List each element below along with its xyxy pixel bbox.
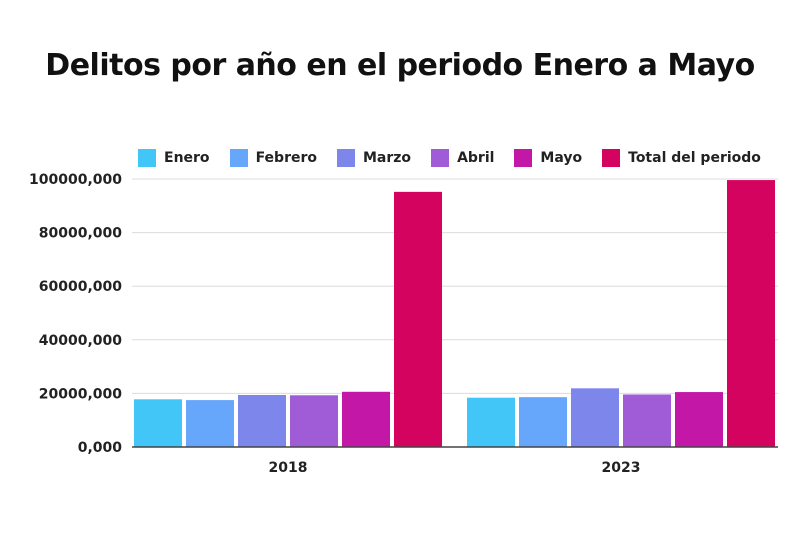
y-tick-label: 0,000 xyxy=(78,440,123,456)
bar-mayo-2018 xyxy=(342,391,390,447)
legend-swatch xyxy=(602,149,621,167)
legend-label: Abril xyxy=(457,150,495,166)
x-tick-label: 2018 xyxy=(269,460,308,476)
bar-marzo-2023 xyxy=(571,388,619,447)
chart-title: Delitos por año en el periodo Enero a Ma… xyxy=(45,48,755,83)
legend-label: Enero xyxy=(164,150,210,166)
bar-abril-2018 xyxy=(290,395,338,447)
legend: Enero Febrero Marzo Abril Mayo Total del peri… xyxy=(138,148,781,168)
legend-swatch xyxy=(514,149,533,167)
y-tick-label: 60000,000 xyxy=(39,279,123,295)
legend-swatch xyxy=(337,149,355,167)
legend-swatch xyxy=(431,149,450,167)
y-tick-label: 40000,000 xyxy=(39,333,123,349)
legend-label: Total del periodo xyxy=(628,150,761,166)
bar-enero-2023 xyxy=(467,397,515,447)
legend-label: Febrero xyxy=(255,150,317,166)
bar-enero-2018 xyxy=(134,399,182,447)
bar-total-del-periodo-2023 xyxy=(727,180,775,447)
legend-swatch xyxy=(138,149,156,167)
bar-febrero-2018 xyxy=(186,400,234,447)
bar-abril-2023 xyxy=(623,394,671,447)
bar-mayo-2023 xyxy=(675,392,723,447)
bar-marzo-2018 xyxy=(238,395,286,447)
x-tick-label: 2023 xyxy=(602,460,641,476)
bar-febrero-2023 xyxy=(519,397,567,447)
legend-label: Mayo xyxy=(540,150,583,166)
bar-total-del-periodo-2018 xyxy=(394,191,442,447)
legend-item: Total del periodo xyxy=(602,149,761,167)
y-tick-label: 80000,000 xyxy=(39,226,123,242)
y-tick-label: 20000,000 xyxy=(39,386,123,402)
legend-item: Enero xyxy=(138,149,210,167)
legend-item: Febrero xyxy=(229,149,317,167)
legend-item: Mayo xyxy=(514,149,582,167)
legend-label: Marzo xyxy=(363,150,412,166)
legend-item: Abril xyxy=(431,149,494,167)
y-tick-label: 100000,000 xyxy=(29,172,122,188)
legend-item: Marzo xyxy=(337,149,411,167)
legend-swatch xyxy=(229,149,248,167)
